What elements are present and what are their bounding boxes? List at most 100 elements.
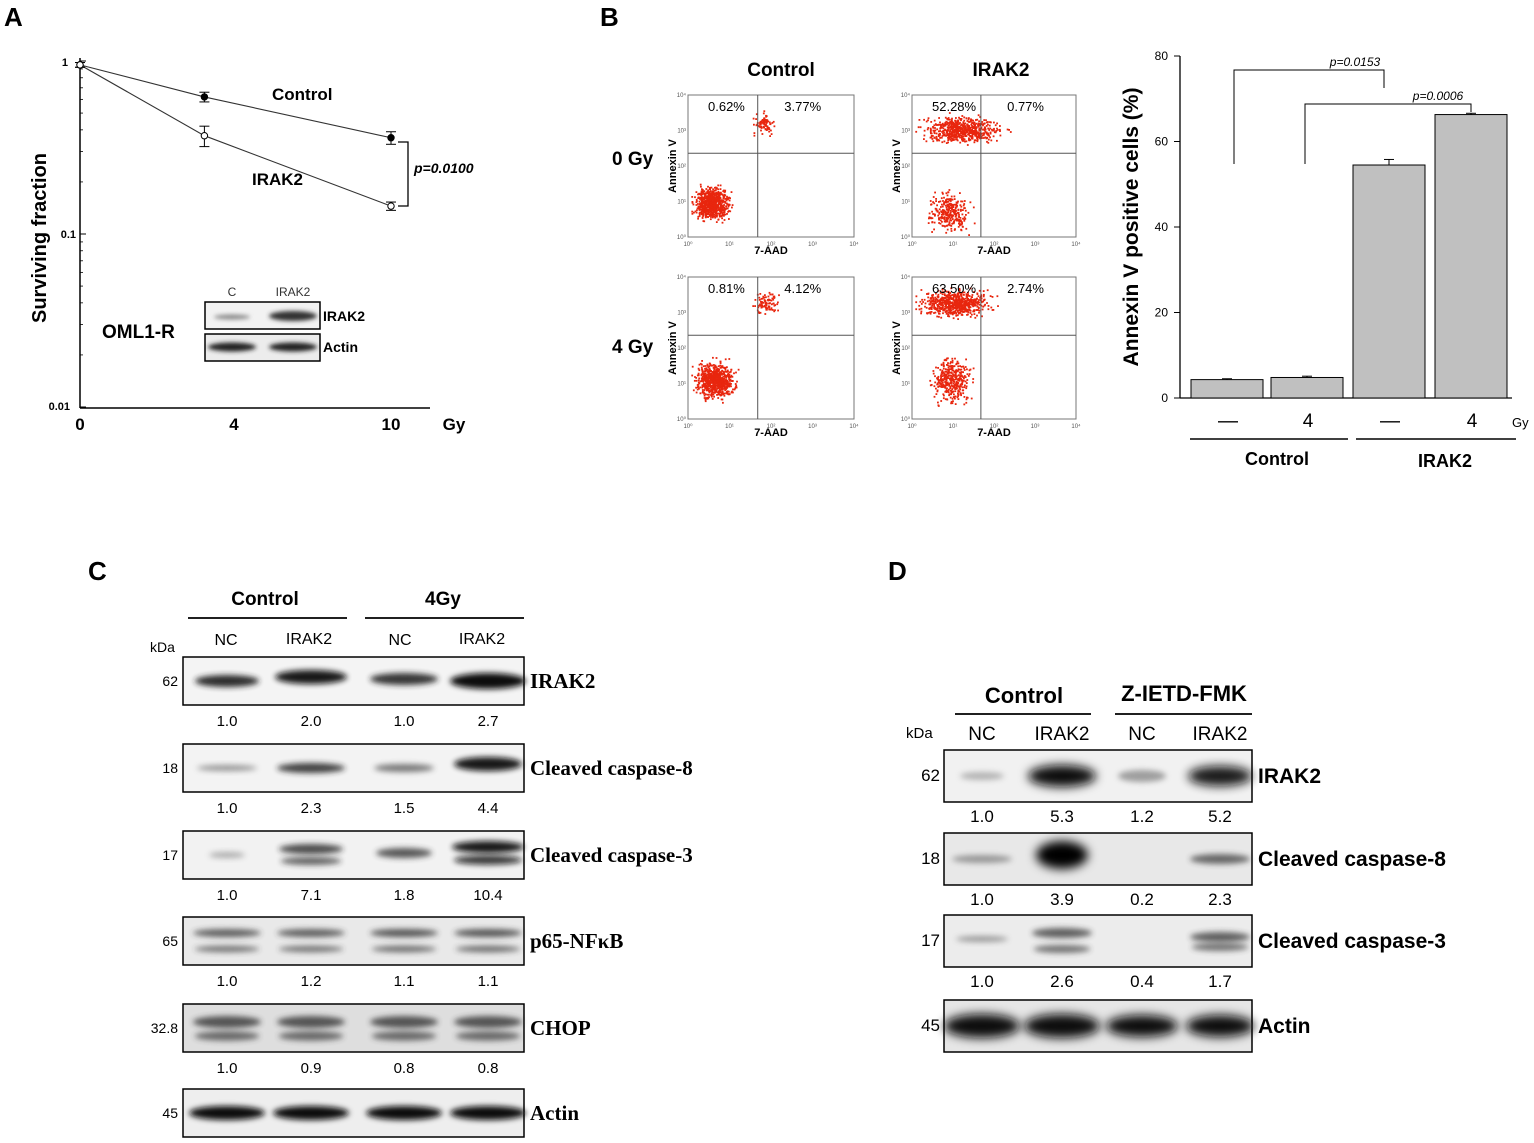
- bar-x-label: 4: [1467, 411, 1478, 432]
- flow-event-dot: [950, 374, 953, 377]
- flow-event-dot: [959, 383, 962, 386]
- flow-event-dot: [957, 297, 960, 299]
- flow-event-dot: [968, 134, 971, 137]
- flow-event-dot: [947, 311, 950, 314]
- flow-event-dot: [969, 316, 972, 318]
- flow-event-dot: [709, 374, 712, 377]
- flow-event-dot: [939, 379, 942, 382]
- flow-event-dot: [726, 207, 729, 210]
- flow-event-dot: [969, 139, 972, 141]
- flow-event-dot: [931, 135, 934, 137]
- flow-event-dot: [970, 301, 973, 303]
- flow-event-dot: [942, 397, 945, 400]
- flow-event-dot: [701, 363, 703, 366]
- flow-event-dot: [951, 135, 953, 138]
- flow-event-dot: [952, 299, 955, 301]
- flow-event-dot: [949, 305, 952, 308]
- flow-event-dot: [945, 382, 948, 384]
- flow-event-dot: [955, 375, 958, 377]
- flow-event-dot: [966, 296, 968, 299]
- flow-event-dot: [949, 292, 952, 294]
- flow-event-dot: [712, 193, 714, 196]
- flow-event-dot: [965, 310, 968, 312]
- flow-event-dot: [703, 202, 706, 205]
- flow-event-dot: [960, 298, 963, 301]
- flow-event-dot: [703, 209, 705, 212]
- lane-label: IRAK2: [459, 631, 505, 648]
- flow-event-dot: [757, 306, 760, 309]
- flow-event-dot: [708, 382, 711, 384]
- flow-event-dot: [694, 196, 696, 199]
- flow-event-dot: [962, 137, 965, 140]
- flow-event-dot: [714, 370, 717, 373]
- flow-event-dot: [707, 209, 710, 211]
- y-tick-label: 0: [1161, 391, 1168, 405]
- group-header: Z-IETD-FMK: [1121, 681, 1247, 706]
- flow-event-dot: [966, 396, 968, 399]
- flow-event-dot: [945, 231, 948, 234]
- flow-event-dot: [1008, 129, 1010, 131]
- blot-box: [182, 830, 525, 880]
- flow-event-dot: [940, 374, 942, 377]
- flow-event-dot: [705, 199, 708, 202]
- protein-band: [197, 765, 257, 771]
- flow-event-dot: [973, 302, 976, 305]
- quadrant-percent: 52.28%: [932, 99, 977, 114]
- flow-event-dot: [977, 114, 980, 117]
- flow-event-dot: [935, 124, 938, 126]
- flow-event-dot: [945, 298, 948, 301]
- flow-event-dot: [706, 199, 709, 202]
- flow-event-dot: [941, 293, 944, 296]
- flow-event-dot: [710, 372, 713, 375]
- flow-event-dot: [762, 295, 765, 298]
- flow-event-dot: [710, 196, 713, 199]
- flow-event-dot: [959, 224, 961, 227]
- flow-event-dot: [700, 373, 703, 376]
- flow-event-dot: [713, 209, 715, 212]
- flow-event-dot: [724, 384, 726, 387]
- flow-event-dot: [960, 295, 963, 297]
- flow-event-dot: [769, 293, 772, 296]
- lane-label: IRAK2: [286, 631, 332, 648]
- flow-event-dot: [953, 312, 955, 314]
- flow-event-dot: [932, 297, 935, 300]
- flow-event-dot: [704, 377, 706, 380]
- flow-event-dot: [948, 365, 951, 368]
- flow-event-dot: [963, 403, 966, 406]
- band-quantification: 2.3: [301, 800, 322, 817]
- flow-event-dot: [953, 384, 956, 387]
- flow-event-dot: [726, 203, 729, 206]
- flow-event-dot: [753, 132, 756, 134]
- flow-event-dot: [759, 121, 761, 124]
- flow-event-dot: [957, 365, 960, 368]
- flow-event-dot: [721, 208, 723, 210]
- flow-event-dot: [940, 373, 943, 375]
- protein-band: [193, 1016, 261, 1028]
- protein-band: [1190, 854, 1250, 864]
- flow-event-dot: [944, 378, 946, 381]
- flow-event-dot: [708, 215, 711, 217]
- flow-event-dot: [954, 207, 957, 210]
- panel-label-d: D: [888, 556, 907, 586]
- flow-event-dot: [691, 374, 694, 377]
- flow-event-dot: [955, 217, 958, 220]
- flow-event-dot: [778, 294, 780, 297]
- blot-protein-label: IRAK2: [530, 669, 595, 693]
- flow-event-dot: [706, 376, 709, 379]
- flow-event-dot: [915, 308, 918, 311]
- flow-event-dot: [945, 377, 948, 380]
- band-quantification: 5.3: [1050, 807, 1074, 826]
- flow-event-dot: [936, 204, 938, 207]
- flow-event-dot: [728, 384, 730, 386]
- flow-event-dot: [945, 290, 948, 293]
- flow-event-dot: [721, 212, 724, 215]
- flow-event-dot: [934, 191, 936, 194]
- flow-event-dot: [968, 139, 971, 142]
- flow-event-dot: [760, 303, 763, 305]
- flow-event-dot: [941, 123, 943, 126]
- flow-event-dot: [698, 369, 701, 372]
- flow-event-dot: [982, 305, 985, 308]
- flow-event-dot: [708, 385, 710, 387]
- flow-tick-label: 10⁰: [901, 234, 911, 241]
